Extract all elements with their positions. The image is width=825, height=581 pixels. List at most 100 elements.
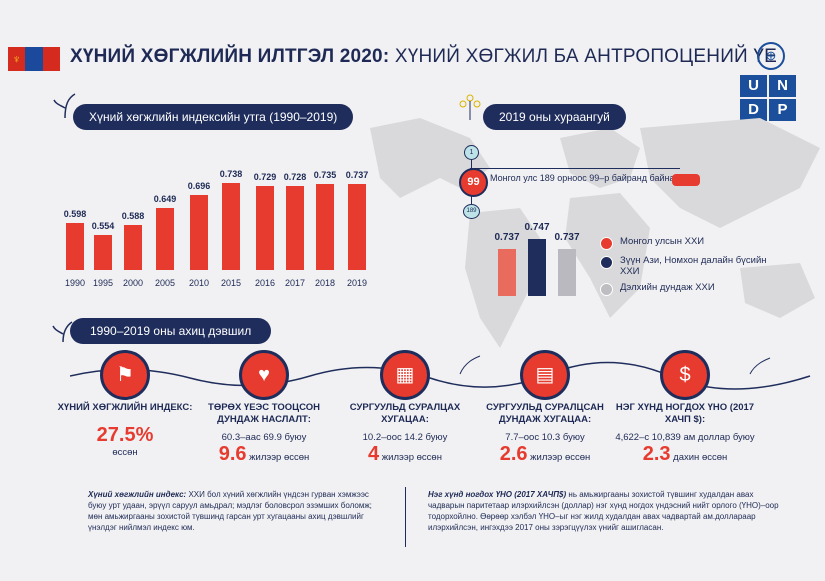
hdi-bar-value: 0.554: [91, 220, 115, 231]
legend-dot: [600, 237, 613, 250]
hdi-bar: [256, 185, 274, 270]
undp-logo: ⊕ U N D P: [740, 42, 802, 121]
hdi-bar-value: 0.737: [345, 169, 369, 180]
progress-indicator: ТӨРӨХ ҮЕЭС ТООЦСОН ДУНДАЖ НАСЛАЛТ: 60.3–а…: [189, 402, 339, 466]
hdi-section-title: Хүний хөгжлийн индексийн утга (1990–2019…: [73, 104, 354, 130]
hdi-bar: [316, 184, 334, 270]
hdi-year-label: 1990: [64, 278, 86, 288]
hdi-bar-value: 0.735: [313, 170, 337, 181]
mongolia-map-highlight: [672, 174, 700, 186]
hdi-bar-value: 0.738: [219, 169, 243, 180]
hdi-year-label: 2016: [254, 278, 276, 288]
indicator-value: 9.6: [218, 443, 247, 465]
indicator-result: 9.6 жилээр өссөн: [189, 443, 339, 466]
indicator-range: 60.3–аас 69.9 буюу: [221, 432, 307, 443]
comparison-bar: [558, 249, 576, 296]
hdi-bar-value: 0.696: [187, 181, 211, 192]
legend-dot: [600, 256, 613, 269]
hdi-bar: [156, 208, 174, 270]
indicator-range: 7.7–оос 10.3 буюу: [505, 432, 585, 443]
un-emblem-icon: ⊕: [757, 42, 785, 70]
indicator-value: 2.6: [499, 443, 528, 465]
rank-top: 1: [464, 145, 479, 160]
hdi-bar: [94, 234, 112, 270]
rank-bottom: 189: [463, 204, 480, 219]
footnote-right-term: Нэг хүнд ногдох ҮНО (2017 ХАЧП$): [428, 490, 567, 499]
legend-item: Монгол улсын ХХИ: [600, 236, 775, 250]
indicator-label: ТӨРӨХ ҮЕЭС ТООЦСОН ДУНДАЖ НАСЛАЛТ:: [208, 402, 320, 425]
summary-title: 2019 оны хураангуй: [483, 104, 626, 130]
hdi-year-label: 2010: [188, 278, 210, 288]
hdi-year-label: 2015: [220, 278, 242, 288]
hdi-bar-value: 0.649: [153, 194, 177, 205]
indicator-label: СУРГУУЛЬД СУРАЛЦСАН ДУНДАЖ ХУГАЦАА:: [486, 402, 604, 425]
indicator-unit: жилээр өссөн: [379, 452, 442, 463]
sprout-icon: [52, 321, 73, 343]
undp-letter: U: [740, 75, 767, 97]
progress-indicator: СУРГУУЛЬД СУРАЛЦАХ ХУГАЦАА: 10.2–оос 14.2…: [330, 402, 480, 466]
legend-dot: [600, 283, 613, 296]
person-heart-icon: ♥: [239, 350, 289, 400]
hdi-bar: [222, 183, 240, 270]
book-icon: ▤: [520, 350, 570, 400]
indicator-label: НЭГ ХҮНД НОГДОХ ҮНО (2017 ХАЧП $):: [615, 402, 755, 425]
hdi-bar-chart: 0.598 1990 0.554 1995 0.588 2000 0.649 2005 0.69…: [62, 150, 369, 288]
legend-label: Дэлхийн дундаж ХХИ: [620, 282, 715, 293]
indicator-result: 27.5% өссөн: [50, 424, 200, 458]
indicator-range: 4,622–с 10,839 ам доллар буюу: [615, 432, 755, 443]
hdi-bar: [124, 225, 142, 270]
hdi-bar: [348, 183, 366, 270]
progress-indicator: ХҮНИЙ ХӨГЖЛИЙН ИНДЕКС: 27.5% өссөн: [50, 402, 200, 458]
legend-label: Зүүн Ази, Номхон далайн бүсийн ХХИ: [620, 255, 767, 277]
indicator-label: ХҮНИЙ ХӨГЖЛИЙН ИНДЕКС:: [57, 402, 193, 413]
indicator-unit: дахин өссөн: [670, 452, 728, 463]
mongolia-flag: ♆: [8, 47, 60, 71]
title-bold: ХҮНИЙ ХӨГЖЛИЙН ИЛТГЭЛ 2020:: [70, 46, 390, 67]
soyombo-icon: ♆: [12, 52, 22, 66]
comparison-value: 0.737: [554, 232, 580, 243]
indicator-result: 2.3 дахин өссөн: [610, 443, 760, 466]
legend-label: Монгол улсын ХХИ: [620, 236, 705, 247]
hdi-year-label: 2019: [346, 278, 368, 288]
hdi-bar-value: 0.729: [253, 171, 277, 182]
indicator-unit: жилээр өссөн: [246, 452, 310, 463]
flower-icon: [459, 94, 481, 120]
comparison-bar: [528, 239, 546, 296]
hdi-bar: [190, 195, 208, 270]
school-board-icon: ▦: [380, 350, 430, 400]
hdi-bar: [286, 186, 304, 270]
indicator-result: 2.6 жилээр өссөн: [470, 443, 620, 466]
comparison-legend: Монгол улсын ХХИ Зүүн Ази, Номхон далайн…: [600, 236, 775, 301]
undp-letter: N: [769, 75, 796, 97]
footnote-divider: [405, 487, 406, 547]
footnote-right-text: нь амьжиргааны зохистой түвшинг худалдан…: [428, 490, 779, 532]
progress-indicator: СУРГУУЛЬД СУРАЛЦСАН ДУНДАЖ ХУГАЦАА: 7.7–о…: [470, 402, 620, 466]
hdi-bar-value: 0.598: [63, 208, 87, 219]
footnote-left-term: Хүний хөгжлийн индекс:: [88, 490, 187, 499]
hdi-bar: [66, 222, 84, 270]
sprout-icon: [53, 93, 76, 119]
comparison-value: 0.737: [494, 232, 520, 243]
comparison-value: 0.747: [524, 222, 550, 233]
hdi-year-label: 2018: [314, 278, 336, 288]
indicator-value: 4: [368, 443, 380, 465]
undp-letter: D: [740, 99, 767, 121]
footnote-right: Нэг хүнд ногдох ҮНО (2017 ХАЧП$) нь амьж…: [428, 489, 788, 533]
footnote-left-text: ХХИ бол хүний хөгжлийн үндсэн гурван хэм…: [88, 490, 372, 532]
rank-badge: 99: [459, 168, 488, 197]
indicator-unit: өссөн: [112, 447, 138, 458]
page-title: ХҮНИЙ ХӨГЖЛИЙН ИЛТГЭЛ 2020: ХҮНИЙ ХӨГЖИЛ…: [70, 46, 777, 68]
hdi-bar-value: 0.588: [121, 211, 145, 222]
hdi-year-label: 2017: [284, 278, 306, 288]
comparison-bar: [498, 249, 516, 296]
indicator-label: СУРГУУЛЬД СУРАЛЦАХ ХУГАЦАА:: [349, 402, 461, 425]
indicator-value: 2.3: [642, 443, 671, 465]
indicator-result: 4 жилээр өссөн: [330, 443, 480, 466]
hdi-bar-value: 0.728: [283, 172, 307, 183]
rank-connector: [470, 168, 680, 169]
progress-vine: [70, 355, 811, 390]
money-growth-icon: $: [660, 350, 710, 400]
hdi-year-label: 2000: [122, 278, 144, 288]
hdi-year-label: 2005: [154, 278, 176, 288]
progress-title: 1990–2019 оны ахиц дэвшил: [70, 318, 272, 344]
